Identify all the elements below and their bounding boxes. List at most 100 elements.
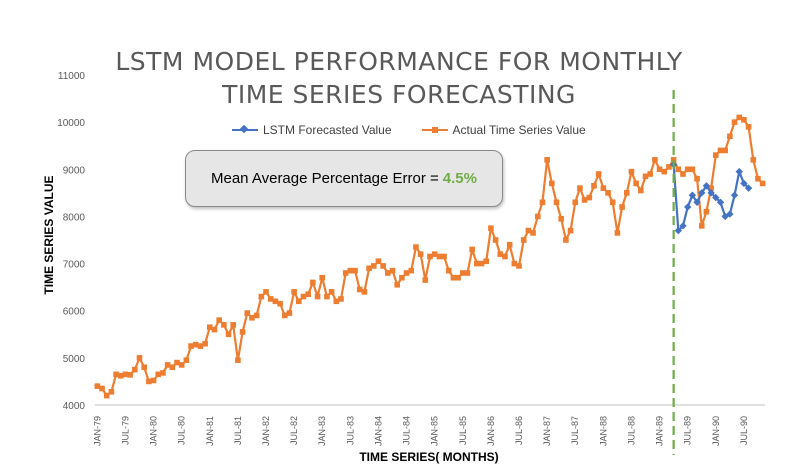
data-point-actual bbox=[581, 197, 588, 203]
data-point-actual bbox=[132, 366, 138, 373]
x-tick-label: JAN-84 bbox=[373, 416, 383, 446]
data-point-actual bbox=[680, 171, 686, 177]
data-point-actual bbox=[713, 152, 719, 158]
data-point-actual bbox=[431, 251, 438, 257]
data-point-forecast bbox=[716, 198, 725, 206]
x-tick-label: JUL-86 bbox=[514, 416, 524, 445]
data-point-actual bbox=[722, 147, 728, 154]
x-tick-label: JUL-88 bbox=[626, 416, 636, 445]
data-point-actual bbox=[619, 204, 625, 210]
data-point-actual bbox=[202, 340, 208, 347]
data-point-actual bbox=[731, 119, 738, 125]
data-point-actual bbox=[759, 180, 766, 187]
data-point-actual bbox=[174, 359, 180, 366]
data-point-actual bbox=[375, 258, 382, 265]
data-point-actual bbox=[427, 253, 433, 260]
legend-swatch-lstm bbox=[232, 125, 258, 134]
series-group bbox=[94, 114, 766, 399]
legend-item-actual: Actual Time Series Value bbox=[421, 123, 586, 137]
data-point-actual bbox=[370, 263, 377, 269]
data-point-actual bbox=[399, 274, 405, 281]
data-point-actual bbox=[558, 215, 564, 222]
x-tick-label: JUL-82 bbox=[289, 416, 299, 445]
data-point-actual bbox=[516, 263, 522, 269]
data-point-actual bbox=[469, 246, 475, 253]
data-point-actual bbox=[117, 372, 124, 379]
data-point-actual bbox=[591, 182, 597, 189]
data-point-actual bbox=[277, 300, 283, 307]
data-point-actual bbox=[670, 157, 677, 163]
data-point-actual bbox=[614, 230, 621, 236]
y-tick-label: 4000 bbox=[63, 401, 86, 412]
y-axis-tick-labels: 4000 5000 6000 7000 8000 9000 10000 11000 bbox=[57, 71, 85, 412]
y-tick-label: 9000 bbox=[63, 165, 86, 176]
data-point-forecast bbox=[679, 222, 687, 230]
data-point-actual bbox=[380, 263, 386, 269]
data-point-actual bbox=[652, 157, 658, 163]
data-point-actual bbox=[211, 326, 218, 333]
data-point-actual bbox=[539, 199, 546, 206]
x-tick-label: JUL-83 bbox=[345, 416, 355, 445]
x-tick-label: JUL-84 bbox=[402, 416, 412, 445]
data-point-actual bbox=[544, 157, 550, 163]
x-tick-label: JAN-87 bbox=[542, 416, 552, 446]
data-point-forecast bbox=[707, 189, 715, 197]
data-point-actual bbox=[413, 244, 419, 250]
data-point-actual bbox=[113, 371, 119, 378]
data-point-actual bbox=[553, 199, 560, 206]
data-point-actual bbox=[750, 157, 757, 163]
data-point-actual bbox=[253, 312, 260, 319]
data-point-actual bbox=[567, 227, 574, 234]
data-point-actual bbox=[459, 270, 466, 276]
data-point-actual bbox=[352, 267, 358, 274]
data-point-actual bbox=[328, 289, 335, 295]
data-point-actual bbox=[366, 265, 372, 272]
data-point-actual bbox=[192, 341, 199, 348]
data-point-forecast bbox=[726, 210, 734, 218]
data-point-actual bbox=[483, 258, 490, 265]
data-point-actual bbox=[216, 317, 222, 323]
data-point-actual bbox=[300, 293, 307, 300]
data-point-actual bbox=[150, 377, 157, 384]
data-point-actual bbox=[164, 362, 171, 368]
data-point-actual bbox=[703, 208, 710, 215]
data-point-actual bbox=[755, 175, 761, 182]
data-point-actual bbox=[595, 171, 602, 177]
data-point-actual bbox=[235, 357, 241, 364]
chart-title-line-2: TIME SERIES FORECASTING bbox=[222, 80, 576, 109]
data-point-actual bbox=[225, 331, 232, 338]
data-point-actual bbox=[534, 213, 541, 220]
data-point-actual bbox=[310, 279, 316, 286]
data-point-actual bbox=[520, 237, 527, 243]
data-point-actual bbox=[525, 227, 532, 234]
mape-annotation-box: Mean Average Percentage Error = 4.5% bbox=[185, 150, 503, 207]
data-point-actual bbox=[474, 260, 480, 267]
data-point-actual bbox=[281, 312, 288, 319]
data-point-actual bbox=[628, 168, 635, 175]
data-point-actual bbox=[633, 180, 639, 187]
data-point-actual bbox=[160, 370, 166, 376]
data-point-forecast bbox=[693, 198, 701, 206]
x-tick-label: JUL-89 bbox=[683, 416, 693, 445]
data-point-actual bbox=[99, 385, 105, 392]
data-point-forecast bbox=[684, 203, 692, 211]
data-point-actual bbox=[600, 185, 607, 191]
data-point-actual bbox=[267, 296, 274, 302]
data-point-actual bbox=[684, 166, 691, 173]
x-axis-tick-labels: JAN-79 JUL-79 JAN-80 JUL-80 JAN-81 JUL-81 JAN-… bbox=[92, 416, 749, 446]
data-point-actual bbox=[745, 124, 752, 130]
mape-value: 4.5% bbox=[442, 170, 477, 187]
data-point-actual bbox=[497, 251, 504, 257]
data-point-actual bbox=[549, 180, 555, 187]
data-point-actual bbox=[296, 298, 302, 305]
x-tick-label: JAN-82 bbox=[261, 416, 271, 446]
data-point-actual bbox=[178, 362, 185, 368]
legend-item-lstm: LSTM Forecasted Value bbox=[232, 123, 392, 137]
x-tick-label: JUL-87 bbox=[570, 416, 580, 445]
data-point-actual bbox=[291, 289, 297, 295]
data-point-actual bbox=[638, 187, 644, 194]
data-point-actual bbox=[305, 291, 311, 298]
data-point-actual bbox=[441, 253, 447, 260]
data-point-forecast bbox=[702, 182, 711, 190]
data-point-actual bbox=[356, 286, 363, 293]
